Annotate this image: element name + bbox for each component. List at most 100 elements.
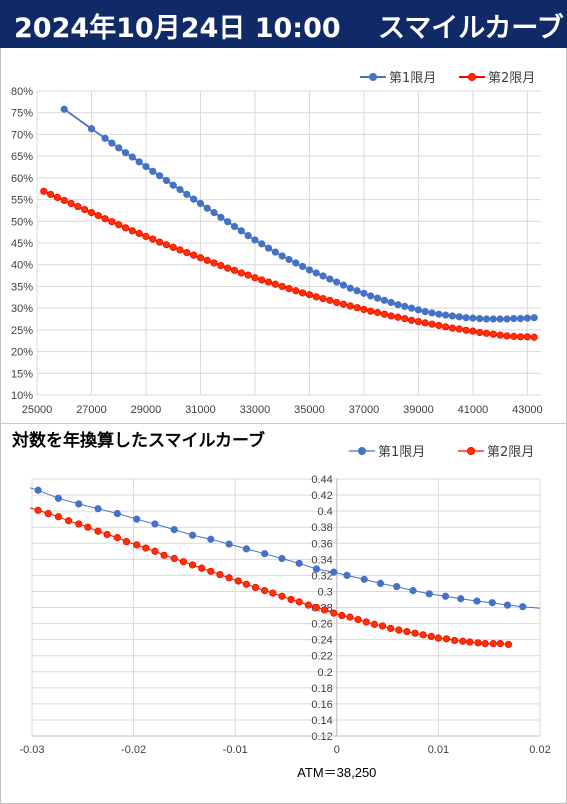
data-point xyxy=(442,323,450,331)
data-point xyxy=(362,618,370,626)
y-tick-label: 80% xyxy=(11,86,33,98)
data-point xyxy=(225,540,233,548)
data-point xyxy=(523,333,531,341)
data-point xyxy=(44,509,52,518)
data-point xyxy=(380,310,388,318)
data-point xyxy=(330,568,338,576)
data-point xyxy=(230,266,239,274)
data-point xyxy=(251,236,259,244)
data-point xyxy=(135,229,143,238)
data-point xyxy=(108,218,116,226)
data-point xyxy=(75,500,83,508)
data-point xyxy=(476,328,484,337)
data-point xyxy=(339,300,348,308)
data-point xyxy=(466,638,474,646)
data-point xyxy=(278,592,286,600)
data-point xyxy=(224,218,232,226)
data-point xyxy=(394,301,402,309)
data-point xyxy=(74,202,82,211)
data-point xyxy=(170,525,178,534)
data-point xyxy=(435,321,443,330)
data-point xyxy=(203,204,211,212)
data-point xyxy=(299,289,307,297)
data-point xyxy=(319,272,327,280)
y-tick-label: 75% xyxy=(11,108,33,120)
data-point xyxy=(169,181,177,189)
data-point xyxy=(34,486,42,494)
data-point xyxy=(87,209,96,217)
data-point xyxy=(244,232,252,240)
y-tick-label: 0.12 xyxy=(311,731,332,743)
data-point xyxy=(516,314,525,323)
data-point xyxy=(428,320,436,328)
x-tick-label: 31000 xyxy=(185,404,216,416)
legend-marker-1 xyxy=(358,447,366,455)
data-point xyxy=(94,505,102,513)
data-point xyxy=(149,235,157,243)
log-smile-chart: 0.120.140.160.180.20.220.240.260.280.30.… xyxy=(19,445,550,780)
data-point xyxy=(321,606,329,614)
data-point xyxy=(482,329,491,337)
data-point xyxy=(183,190,191,198)
data-point xyxy=(353,304,361,312)
data-point xyxy=(258,240,266,248)
data-point xyxy=(523,314,531,322)
y-tick-label: 30% xyxy=(11,303,33,315)
data-point xyxy=(244,271,252,279)
data-point xyxy=(285,255,293,264)
data-point xyxy=(142,544,150,552)
data-point xyxy=(469,314,477,322)
data-point xyxy=(251,583,260,592)
data-point xyxy=(121,224,130,232)
data-point xyxy=(530,333,538,341)
y-tick-label: 0.18 xyxy=(311,683,332,695)
data-point xyxy=(160,551,168,559)
data-point xyxy=(54,494,63,502)
data-point xyxy=(242,580,250,588)
x-tick-label: 37000 xyxy=(349,404,380,416)
data-point xyxy=(278,282,286,291)
data-point xyxy=(530,314,538,322)
data-point xyxy=(47,190,55,198)
data-point xyxy=(312,565,321,573)
data-point xyxy=(451,636,459,645)
data-point xyxy=(162,241,171,249)
data-point xyxy=(304,601,312,609)
data-point xyxy=(373,294,382,302)
chart-separator xyxy=(0,423,567,424)
data-point xyxy=(407,304,416,312)
y-tick-label: 40% xyxy=(11,260,33,272)
data-point xyxy=(305,266,314,274)
data-point xyxy=(224,264,232,272)
data-point xyxy=(264,244,273,252)
data-point xyxy=(54,513,63,521)
y-tick-label: 65% xyxy=(11,151,33,163)
data-point xyxy=(489,640,497,648)
data-point xyxy=(503,315,511,323)
data-point xyxy=(269,589,277,597)
data-point xyxy=(115,221,123,229)
x-tick-label: 35000 xyxy=(294,404,325,416)
data-point xyxy=(142,232,150,241)
data-point xyxy=(75,520,83,528)
data-point xyxy=(237,269,245,277)
y-tick-label: 35% xyxy=(11,281,33,293)
y-tick-label: 25% xyxy=(11,325,33,337)
data-point xyxy=(210,259,218,267)
data-point xyxy=(403,627,411,636)
data-point xyxy=(330,609,338,617)
data-point xyxy=(409,587,417,595)
y-tick-label: 0.14 xyxy=(311,715,332,727)
data-point xyxy=(155,172,164,180)
x-tick-label: 33000 xyxy=(240,404,271,416)
data-point xyxy=(387,298,395,307)
legend-label-1: 第1限月 xyxy=(378,445,425,460)
data-point xyxy=(473,597,481,605)
data-point xyxy=(190,195,198,203)
data-point xyxy=(503,332,511,340)
legend-marker-2 xyxy=(467,447,475,455)
data-point xyxy=(287,595,295,604)
data-point xyxy=(151,520,159,528)
data-point xyxy=(312,603,321,612)
data-point xyxy=(346,284,354,292)
